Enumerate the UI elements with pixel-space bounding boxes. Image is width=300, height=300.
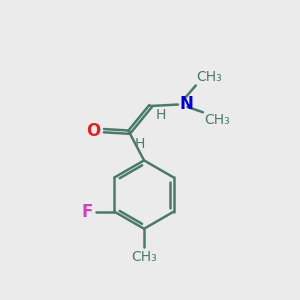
Text: H: H — [134, 136, 145, 151]
Text: CH₃: CH₃ — [204, 113, 230, 128]
Text: N: N — [179, 95, 193, 113]
Text: O: O — [86, 122, 100, 140]
Text: CH₃: CH₃ — [131, 250, 157, 264]
Text: CH₃: CH₃ — [196, 70, 222, 84]
Text: H: H — [155, 108, 166, 122]
Text: F: F — [82, 203, 93, 221]
